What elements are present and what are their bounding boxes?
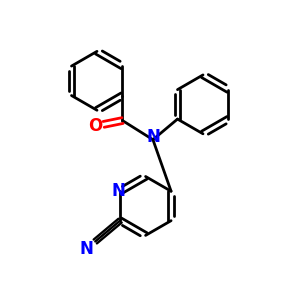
Text: O: O	[88, 117, 103, 135]
Text: N: N	[80, 240, 94, 258]
Text: N: N	[112, 182, 125, 200]
Text: N: N	[146, 128, 160, 146]
